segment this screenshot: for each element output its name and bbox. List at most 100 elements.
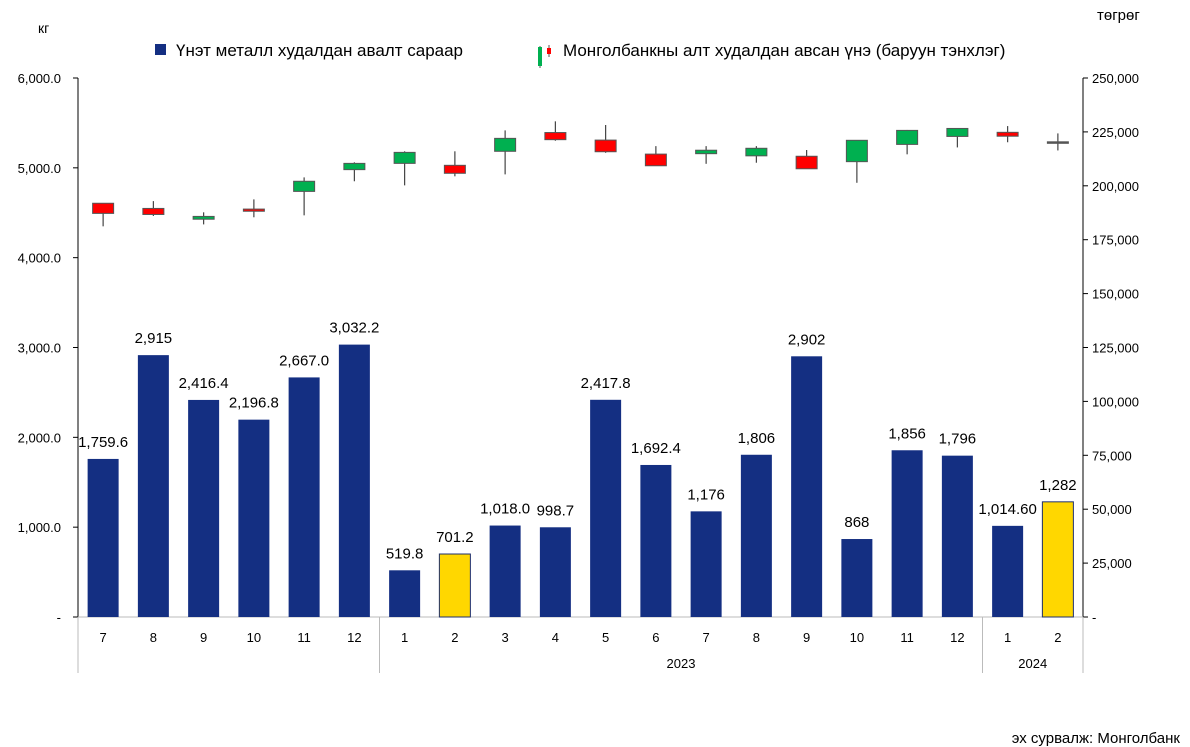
candlestick-14 (745, 146, 768, 163)
bar-5 (288, 377, 320, 617)
bar-2 (137, 355, 169, 617)
right-tick-label: 125,000 (1092, 341, 1139, 356)
bar-data-label: 1,692.4 (631, 440, 681, 457)
candle-body (393, 151, 416, 164)
source-note: эх сурвалж: Монголбанк (1011, 730, 1180, 747)
right-axis-unit: төгрөг (1097, 7, 1140, 24)
bar-8 (438, 553, 471, 618)
bar-6 (338, 344, 370, 617)
bar-17 (891, 450, 923, 617)
x-tick-label: 8 (753, 630, 760, 645)
x-tick-label: 7 (100, 630, 107, 645)
bar-12 (640, 464, 672, 617)
candle-body (644, 153, 667, 167)
candle-body (343, 162, 366, 171)
x-tick-label: 12 (950, 630, 964, 645)
right-tick-label: 150,000 (1092, 287, 1139, 302)
bar-data-label: 701.2 (436, 529, 474, 546)
candle-body (1046, 141, 1069, 144)
bar-data-label: 2,417.8 (581, 375, 631, 392)
bar-data-label: 1,014.60 (978, 501, 1036, 518)
legend-swatch-bar (155, 44, 166, 55)
left-tick-label: 6,000.0 (18, 71, 61, 86)
bar-data-label: 1,796 (939, 431, 977, 448)
bar-20 (1041, 501, 1074, 618)
candlestick-9 (494, 130, 517, 175)
year-group-label: 2023 (667, 656, 696, 671)
left-tick-label: 2,000.0 (18, 430, 61, 445)
x-tick-label: 9 (803, 630, 810, 645)
x-tick-label: 1 (401, 630, 408, 645)
candlestick-10 (544, 121, 567, 141)
bar-15 (791, 356, 823, 617)
bar-10 (539, 527, 571, 617)
bar-1 (87, 458, 119, 617)
bar-data-label: 2,902 (788, 331, 826, 348)
candlestick-5 (293, 177, 316, 216)
bar-data-label: 2,667.0 (279, 352, 329, 369)
candle-body (695, 149, 718, 155)
x-tick-label: 5 (602, 630, 609, 645)
left-tick-label: - (57, 610, 61, 625)
bar-data-label: 868 (844, 514, 869, 531)
candlestick-20 (1046, 133, 1069, 151)
x-tick-label: 1 (1004, 630, 1011, 645)
candle-body (92, 202, 115, 214)
bar-data-label: 1,282 (1039, 477, 1077, 494)
x-tick-label: 4 (552, 630, 559, 645)
x-tick-label: 10 (850, 630, 864, 645)
candlestick-7 (393, 151, 416, 186)
right-tick-label: 175,000 (1092, 233, 1139, 248)
candle-body (845, 139, 868, 163)
left-tick-label: 4,000.0 (18, 251, 61, 266)
bar-11 (590, 399, 622, 617)
right-tick-label: 250,000 (1092, 71, 1139, 86)
candle-body (192, 215, 215, 220)
bar-14 (740, 454, 772, 617)
bar-data-label: 3,032.2 (329, 320, 379, 337)
bar-data-label: 1,806 (738, 430, 776, 447)
bar-data-label: 2,915 (135, 330, 173, 347)
bar-data-label: 2,416.4 (179, 375, 229, 392)
candle-body (443, 164, 466, 174)
candlestick-1 (92, 202, 115, 227)
candle-body (544, 132, 567, 141)
x-tick-label: 11 (900, 630, 914, 645)
bar-4 (238, 419, 270, 617)
bar-data-label: 1,856 (888, 425, 926, 442)
bar-7 (389, 570, 421, 617)
bar-18 (941, 455, 973, 617)
bar-data-label: 998.7 (537, 502, 575, 519)
bar-data-label: 1,018.0 (480, 501, 530, 518)
right-tick-label: 100,000 (1092, 394, 1139, 409)
candle-body (896, 129, 919, 145)
x-tick-label: 11 (297, 630, 311, 645)
x-tick-label: 2 (451, 630, 458, 645)
candlestick-18 (946, 127, 969, 148)
x-tick-label: 3 (502, 630, 509, 645)
left-axis-unit: кг (38, 20, 50, 36)
left-tick-label: 3,000.0 (18, 341, 61, 356)
x-tick-label: 7 (703, 630, 710, 645)
candlestick-19 (996, 126, 1019, 143)
candle-body (142, 207, 165, 215)
right-tick-label: 225,000 (1092, 125, 1139, 140)
bar-13 (690, 511, 722, 617)
x-tick-label: 6 (652, 630, 659, 645)
candlestick-17 (896, 129, 919, 155)
candlestick-16 (845, 139, 868, 183)
candlestick-3 (192, 212, 215, 225)
legend-label-bar: Үнэт металл худалдан авалт сараар (176, 41, 463, 60)
left-tick-label: 1,000.0 (18, 520, 61, 535)
bar-data-label: 519.8 (386, 545, 424, 562)
right-tick-label: 75,000 (1092, 448, 1132, 463)
right-tick-label: 50,000 (1092, 502, 1132, 517)
candlestick-4 (242, 199, 265, 218)
right-tick-label: 200,000 (1092, 179, 1139, 194)
right-tick-label: - (1092, 610, 1096, 625)
bar-data-label: 2,196.8 (229, 395, 279, 412)
left-tick-label: 5,000.0 (18, 161, 61, 176)
candle-body (745, 147, 768, 157)
year-group-label: 2024 (1018, 656, 1047, 671)
